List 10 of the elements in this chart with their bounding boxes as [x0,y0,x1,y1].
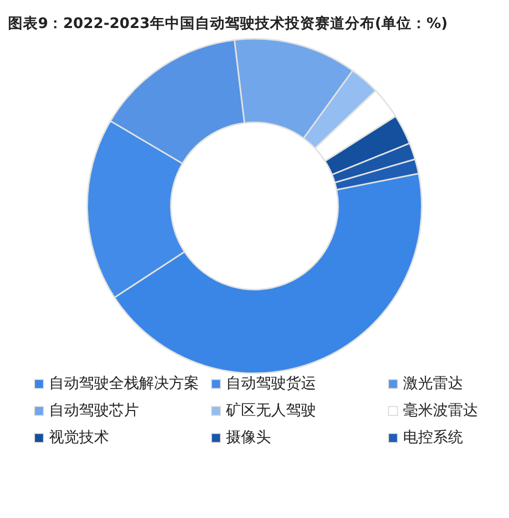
legend-label: 自动驾驶芯片 [49,401,139,420]
legend-label: 矿区无人驾驶 [226,401,316,420]
chart-title: 图表9：2022-2023年中国自动驾驶技术投资赛道分布(单位：%) [7,14,449,34]
legend-label: 自动驾驶货运 [226,374,316,393]
legend-label: 自动驾驶全栈解决方案 [49,374,199,393]
legend-label: 激光雷达 [403,374,463,393]
legend-label: 电控系统 [403,428,463,447]
legend-label: 毫米波雷达 [403,401,478,420]
legend-label: 摄像头 [226,428,271,447]
legend-label: 视觉技术 [49,428,109,447]
